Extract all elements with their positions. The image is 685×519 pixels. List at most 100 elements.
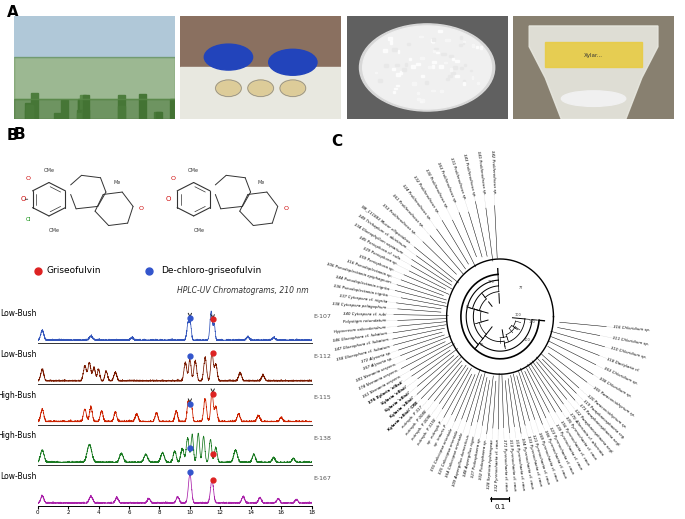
Text: Xylar...: Xylar... — [584, 52, 603, 58]
Bar — [410, 58, 411, 60]
Bar — [393, 48, 397, 51]
Bar — [453, 66, 457, 69]
Text: E-115: E-115 — [313, 395, 331, 400]
Text: E-107: E-107 — [313, 313, 331, 319]
Text: Xylaria 'ellisii' CRE: Xylaria 'ellisii' CRE — [387, 401, 419, 432]
Text: De-chloro-griseofulvin: De-chloro-griseofulvin — [162, 266, 262, 275]
Text: eutroph. P 315E: eutroph. P 315E — [417, 417, 438, 446]
Text: 353 Proliferodiscus sp.: 353 Proliferodiscus sp. — [381, 203, 416, 236]
Bar — [82, 110, 88, 119]
Text: O: O — [21, 196, 26, 202]
Bar — [420, 57, 425, 59]
Bar — [401, 68, 406, 71]
Text: 95: 95 — [480, 344, 484, 347]
Bar — [471, 70, 472, 72]
Bar — [14, 16, 175, 57]
Text: 340 Cytospora cf. rubi: 340 Cytospora cf. rubi — [342, 312, 386, 317]
Bar — [54, 113, 61, 119]
Bar — [459, 44, 462, 46]
Text: 308 Chloridium sp.: 308 Chloridium sp. — [598, 376, 632, 399]
Text: Xylaria 'ellisii': Xylaria 'ellisii' — [380, 386, 408, 406]
Bar — [421, 99, 423, 102]
Bar — [417, 92, 419, 94]
Bar — [77, 99, 84, 119]
Bar — [14, 57, 175, 99]
Text: 302 Podosphaera sp.: 302 Podosphaera sp. — [479, 439, 488, 480]
Circle shape — [363, 26, 491, 109]
Text: E-167: E-167 — [313, 476, 331, 482]
Text: Low-Bush: Low-Bush — [0, 350, 36, 359]
Bar — [449, 68, 453, 71]
Text: O: O — [171, 176, 176, 182]
Text: 369 Pyrenochaeta cf. cava: 369 Pyrenochaeta cf. cava — [537, 431, 558, 482]
Text: 310 Chloridium sp.: 310 Chloridium sp. — [610, 347, 647, 360]
Text: O: O — [138, 206, 143, 211]
Bar — [388, 37, 393, 40]
Text: 100: 100 — [488, 280, 495, 284]
Bar — [479, 46, 482, 49]
Bar — [431, 90, 435, 91]
Text: 366 Pyrenochaeta cf. cava: 366 Pyrenochaeta cf. cava — [543, 429, 566, 478]
Text: B: B — [7, 128, 18, 143]
Bar — [377, 79, 382, 83]
Bar — [420, 101, 422, 102]
Bar — [408, 43, 410, 45]
Text: 318 Dactylaria cf.: 318 Dactylaria cf. — [606, 357, 640, 372]
Bar — [449, 75, 452, 77]
Text: 325 Caliciopsa orientale: 325 Caliciopsa orientale — [438, 430, 459, 475]
Text: sp. eutroph P: sp. eutroph P — [426, 421, 443, 445]
Text: 364 Caliciopsa orientale: 364 Caliciopsa orientale — [446, 432, 465, 478]
Text: 365 Paraconiothyrium sp.: 365 Paraconiothyrium sp. — [593, 386, 636, 418]
Bar — [427, 66, 432, 68]
Bar — [80, 94, 86, 119]
Text: 324 Proliferodiscus sp.: 324 Proliferodiscus sp. — [401, 184, 432, 221]
Text: sp. inauris P: sp. inauris P — [434, 424, 448, 447]
Bar — [472, 44, 474, 47]
Bar — [445, 62, 447, 63]
Text: O: O — [165, 196, 171, 202]
Bar — [452, 58, 454, 60]
Bar — [455, 75, 459, 77]
Text: eutroph. P 317: eutroph. P 317 — [401, 405, 424, 429]
Bar — [77, 110, 83, 119]
Bar — [436, 52, 439, 53]
Bar — [432, 61, 436, 63]
Bar — [472, 76, 473, 79]
Text: Xylaria 'ellisii': Xylaria 'ellisii' — [385, 391, 412, 413]
Text: 321 Pyrenochaeta cf. cava: 321 Pyrenochaeta cf. cava — [532, 433, 551, 484]
Text: Hypocreom salicodendrum: Hypocreom salicodendrum — [334, 325, 386, 334]
Text: 381 Nemania serpens: 381 Nemania serpens — [355, 363, 396, 383]
Bar — [394, 88, 397, 89]
Text: OMe: OMe — [194, 228, 205, 233]
Bar — [477, 82, 479, 84]
Text: Xylaria 'ellisii': Xylaria 'ellisii' — [389, 395, 415, 419]
Bar — [455, 60, 459, 62]
Text: C: C — [331, 134, 342, 149]
Bar — [434, 48, 438, 49]
Text: eutroph. P 009E: eutroph. P 009E — [411, 414, 433, 441]
Text: 355 Caliciopsa orientale: 355 Caliciopsa orientale — [430, 427, 453, 472]
Bar — [412, 82, 416, 85]
Bar — [77, 114, 84, 119]
Bar — [432, 42, 434, 43]
Text: 316 Pseudoplectania sp.: 316 Pseudoplectania sp. — [347, 259, 393, 279]
Text: Griseofulvin: Griseofulvin — [47, 266, 101, 275]
Text: 345 Peniophora cf. rufa: 345 Peniophora cf. rufa — [358, 236, 400, 261]
Text: 330 Proliferodiscus sp.: 330 Proliferodiscus sp. — [424, 168, 448, 209]
Bar — [545, 42, 642, 67]
Text: A: A — [7, 5, 19, 20]
Bar — [83, 95, 89, 119]
Bar — [400, 71, 403, 74]
Bar — [433, 50, 436, 52]
Text: 374 Nemania serpens: 374 Nemania serpens — [358, 368, 399, 391]
Bar — [396, 73, 401, 76]
Text: 372 Alyxoria sp.: 372 Alyxoria sp. — [360, 351, 392, 364]
Bar — [390, 41, 392, 44]
Bar — [78, 100, 84, 119]
Text: 361 Nemania serpens: 361 Nemania serpens — [362, 374, 401, 399]
Text: 358 Gloeophora cf. fubatum: 358 Gloeophora cf. fubatum — [336, 345, 390, 362]
Bar — [439, 65, 443, 68]
Text: OMe: OMe — [188, 168, 199, 173]
Text: 337 Cytospora cf. nigrita: 337 Cytospora cf. nigrita — [338, 294, 387, 304]
Text: 328 Septoria hydrangeae: 328 Septoria hydrangeae — [486, 439, 494, 489]
